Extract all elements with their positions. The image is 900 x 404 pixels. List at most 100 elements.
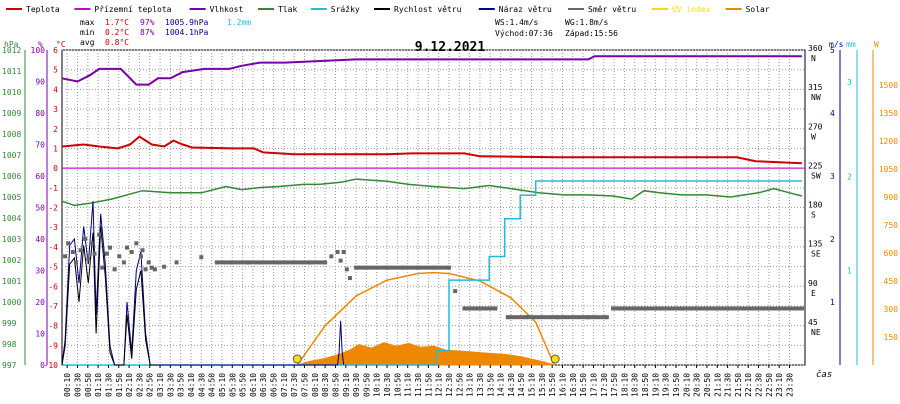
wind-direction-point [604,315,609,320]
pressure-tick-label: 1003 [2,235,21,244]
x-tick-label: 01:50 [115,373,124,397]
x-tick-label: 22:10 [744,373,753,397]
wind-direction-point [335,249,340,254]
direction-tick-dir: N [811,54,816,63]
x-tick-label: 09:30 [352,373,361,397]
temperature-line [61,135,802,165]
legend-label: Tlak [278,5,297,14]
x-tick-label: 09:10 [342,373,351,397]
wind-tick-label: 1 [830,298,835,307]
x-tick-label: 00:10 [63,373,72,397]
wind-direction-segment [464,306,480,311]
wind-direction-segment [789,306,802,311]
wind-direction-segment [247,260,279,265]
wind-direction-segment [696,306,728,311]
rain-tick-label: 2 [847,172,852,181]
direction-tick-label: 270 [808,122,823,131]
info-wind-speed: WS:1.4m/s [495,18,539,27]
info-sunrise: Východ:07:36 [495,29,553,38]
legend-label: Solar [746,5,770,14]
info-sunset: Západ:15:56 [565,29,618,38]
pressure-axis-label: hPa [4,40,19,49]
temperature-tick-label: -3 [48,223,58,232]
chart-title: 9.12.2021 [415,40,486,55]
humidity-tick-label: 90 [35,78,45,87]
wind-direction-point [129,249,134,254]
rain-tick-label: 1 [847,267,852,276]
wind-direction-point [100,265,105,270]
wind-direction-point [152,267,157,272]
x-tick-label: 10:50 [393,373,402,397]
solar-tick-label: 1050 [879,165,898,174]
legend-label: Přízemní teplota [94,5,171,14]
solar-tick-label: 300 [884,305,899,314]
x-tick-label: 18:30 [631,373,640,397]
stats-humidity: 97% [140,18,155,27]
wind-tick-label: 3 [830,172,835,181]
solar-tick-label: 1500 [879,81,898,90]
x-tick-label: 23:10 [775,373,784,397]
x-tick-label: 00:30 [73,373,82,397]
pressure-tick-label: 999 [2,319,17,328]
x-tick-label: 22:50 [765,373,774,397]
x-tick-label: 12:30 [445,373,454,397]
x-tick-label: 11:10 [404,373,413,397]
x-tick-label: 10:30 [383,373,392,397]
wind-direction-point [162,264,167,269]
humidity-tick-label: 60 [35,172,45,181]
stats-temp: 1.7°C [105,18,129,27]
solar-axis-label: W [874,40,879,49]
wind-direction-point [70,249,75,254]
direction-tick-label: 225 [808,161,823,170]
wind-direction-point [138,254,143,259]
temperature-tick-label: 1 [53,144,58,153]
wind-direction-point [347,276,352,281]
wind-direction-point [143,267,148,272]
wind-direction-point [107,245,112,250]
temperature-tick-label: -5 [48,263,58,272]
x-tick-label: 20:30 [693,373,702,397]
stats-pressure: 1004.1hPa [165,28,209,37]
temperature-tick-label: -10 [44,361,59,370]
wind-direction-point [149,265,154,270]
x-tick-label: 17:30 [600,373,609,397]
direction-tick-dir: NE [811,328,821,337]
direction-tick-dir: S [811,211,816,220]
wind-tick-label: 4 [830,109,835,118]
x-tick-label: 17:10 [589,373,598,397]
legend-label: Náraz větru [499,5,552,14]
x-tick-label: 08:30 [321,373,330,397]
x-tick-label: 05:10 [218,373,227,397]
temperature-tick-label: 2 [53,125,58,134]
x-tick-label: 14:50 [517,373,526,397]
x-tick-label: 15:30 [538,373,547,397]
direction-tick-dir: NW [811,93,821,102]
humidity-tick-label: 30 [35,267,45,276]
x-tick-label: 19:10 [651,373,660,397]
legend-label: Teplota [26,5,60,14]
wind-direction-segment [588,315,607,320]
x-tick-label: 11:50 [424,373,433,397]
direction-tick-dir: E [811,289,816,298]
wind-direction-point [92,251,97,256]
x-tick-label: 11:30 [414,373,423,397]
stats-label: max [80,18,95,27]
temperature-tick-label: 3 [53,105,58,114]
x-tick-label: 01:30 [104,373,113,397]
x-tick-label: 13:30 [476,373,485,397]
wind-direction-segment [433,265,449,270]
rain-tick-label: 3 [847,78,852,87]
x-tick-label: 05:30 [228,373,237,397]
stats-temp: 0.2°C [105,28,129,37]
direction-tick-label: 360 [808,44,823,53]
humidity-tick-label: 10 [35,330,45,339]
temperature-tick-label: -1 [48,184,58,193]
pressure-tick-label: 1005 [2,193,21,202]
temperature-tick-label: 6 [53,46,58,55]
humidity-tick-label: 20 [35,298,45,307]
direction-tick-dir: W [811,132,816,141]
direction-tick-dir: SE [811,250,821,259]
x-tick-label: 18:10 [620,373,629,397]
wind-direction-segment [402,265,419,270]
pressure-line [61,178,803,207]
